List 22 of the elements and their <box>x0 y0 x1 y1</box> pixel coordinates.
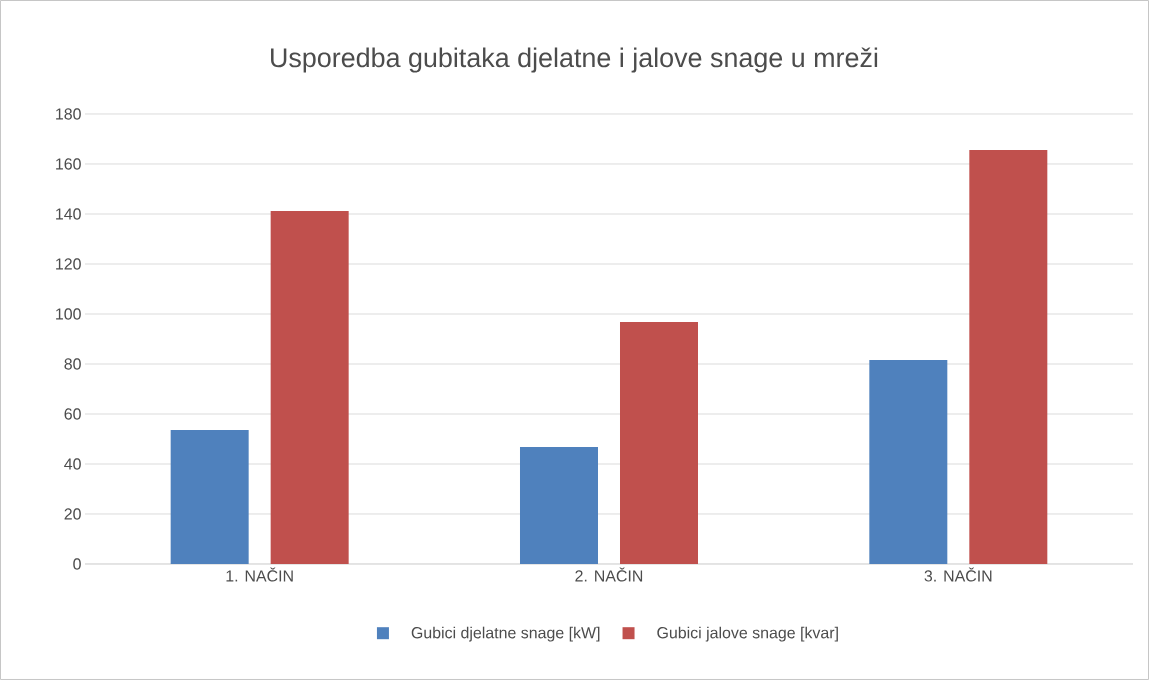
x-tick-label: 3. NAČIN <box>924 567 992 582</box>
bar <box>170 429 249 564</box>
y-tick-label: 0 <box>73 558 81 570</box>
y-tick-label: 140 <box>56 208 81 220</box>
y-tick-label: 40 <box>64 458 81 470</box>
y-tick-label: 160 <box>56 158 81 170</box>
bar <box>519 446 598 564</box>
legend-label: Gubici jalove snage [kvar] <box>657 626 838 642</box>
y-tick-label: 100 <box>56 308 81 320</box>
bar <box>869 359 948 564</box>
bar <box>620 321 698 564</box>
x-tick-label: 1. NAČIN <box>226 567 293 582</box>
bar <box>969 149 1048 564</box>
legend-label: Gubici djelatne snage [kW] <box>411 626 600 642</box>
bar <box>270 210 349 564</box>
y-tick-label: 80 <box>64 358 81 370</box>
y-tick-label: 180 <box>56 108 81 120</box>
y-tick-label: 20 <box>64 508 81 520</box>
chart-title: Usporedba gubitaka djelatne i jalove snage u mreži <box>271 47 878 73</box>
x-tick-label: 2. NAČIN <box>575 567 643 582</box>
y-tick-label: 120 <box>56 258 81 270</box>
y-tick-label: 60 <box>64 408 81 420</box>
